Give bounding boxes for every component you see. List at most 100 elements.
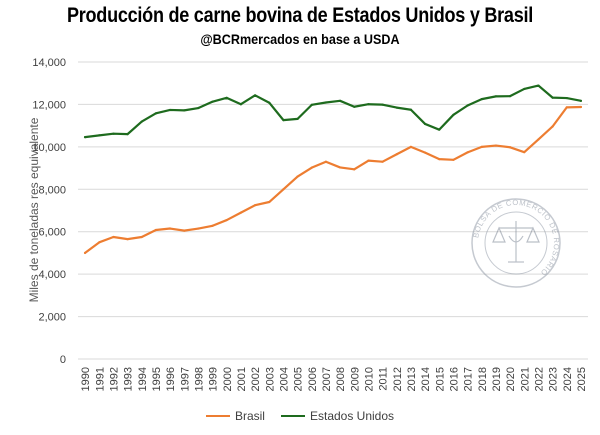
data-point	[183, 109, 186, 112]
y-tick-label: 14,000	[32, 57, 66, 69]
data-point	[268, 200, 271, 204]
data-point	[310, 103, 313, 106]
x-tick-label: 2001	[236, 367, 248, 391]
data-point	[494, 144, 498, 147]
legend-swatch	[280, 414, 305, 418]
x-tick-label: 1991	[94, 367, 106, 391]
data-point	[83, 135, 87, 139]
data-point	[239, 211, 243, 214]
y-tick-label: 6,000	[38, 227, 66, 239]
data-point	[466, 104, 469, 107]
y-tick-label: 2,000	[38, 312, 66, 324]
data-point	[395, 153, 398, 156]
x-tick-label: 1995	[151, 367, 163, 391]
data-point	[423, 151, 427, 154]
data-point	[197, 227, 200, 230]
x-tick-label: 1999	[208, 367, 220, 391]
data-point	[211, 224, 214, 227]
y-tick-label: 4,000	[38, 269, 66, 281]
data-point	[423, 122, 427, 126]
data-point	[154, 112, 158, 115]
x-tick-label: 2010	[363, 367, 375, 391]
series-line-estados-unidos	[83, 84, 583, 139]
data-point	[523, 151, 526, 154]
data-point	[211, 100, 214, 103]
data-point	[395, 106, 398, 109]
data-point	[282, 119, 285, 122]
x-tick-label: 2006	[307, 367, 319, 391]
data-point	[98, 241, 101, 244]
x-tick-label: 2021	[519, 367, 531, 391]
data-point	[579, 99, 583, 102]
x-tick-label: 2013	[406, 367, 418, 391]
data-point	[296, 117, 299, 120]
y-tick-label: 8,000	[38, 184, 66, 196]
chart-subtitle: @BCRmercados en base a USDA	[200, 31, 400, 47]
data-point	[353, 168, 356, 171]
x-tick-label: 2003	[264, 367, 276, 391]
data-point	[225, 218, 228, 222]
data-point	[140, 120, 143, 123]
data-point	[452, 158, 455, 161]
data-point	[494, 95, 498, 98]
data-point	[565, 106, 568, 109]
data-point	[381, 160, 384, 163]
data-point	[452, 113, 455, 116]
data-point	[480, 98, 483, 101]
x-tick-label: 2005	[293, 367, 305, 391]
data-point	[508, 146, 512, 149]
data-point	[480, 145, 483, 148]
data-point	[324, 160, 328, 163]
x-tick-label: 2019	[491, 367, 503, 391]
x-tick-label: 2014	[420, 367, 432, 391]
data-point	[239, 103, 243, 106]
x-tick-label: 2025	[576, 367, 588, 391]
data-point	[268, 101, 271, 104]
x-tick-label: 1992	[108, 367, 120, 391]
data-point	[438, 158, 441, 161]
data-point	[466, 151, 469, 154]
data-point	[253, 94, 257, 97]
x-tick-label: 2009	[349, 367, 361, 391]
data-point	[508, 95, 512, 98]
data-point	[338, 166, 342, 169]
data-point	[537, 138, 540, 141]
chart-title: Producción de carne bovina de Estados Un…	[66, 4, 534, 27]
data-point	[296, 175, 299, 178]
y-tick-label: 12,000	[32, 99, 66, 111]
data-point	[438, 128, 441, 131]
data-point	[126, 133, 129, 136]
data-point	[523, 87, 526, 91]
legend-label: Estados Unidos	[309, 409, 395, 423]
data-point	[537, 84, 540, 87]
data-point	[168, 227, 172, 230]
data-point	[381, 103, 384, 106]
data-point	[409, 108, 413, 111]
y-tick-label: 10,000	[32, 142, 66, 154]
x-tick-label: 2002	[250, 367, 262, 391]
y-tick-label: 0	[60, 354, 66, 366]
data-point	[338, 99, 342, 102]
legend: Brasil Estados Unidos	[0, 405, 600, 427]
x-tick-label: 2011	[378, 367, 390, 391]
data-point	[126, 238, 129, 241]
x-tick-label: 2017	[463, 367, 475, 391]
data-point	[565, 96, 568, 100]
data-point	[579, 105, 583, 109]
data-point	[409, 145, 413, 148]
data-point	[551, 125, 554, 128]
legend-item: Estados Unidos	[280, 409, 395, 423]
data-point	[253, 204, 257, 207]
data-point	[83, 251, 87, 255]
data-point	[310, 166, 313, 169]
data-point	[551, 96, 554, 99]
data-point	[140, 235, 143, 239]
data-point	[353, 105, 356, 108]
data-point	[367, 159, 370, 162]
data-point	[282, 188, 285, 191]
series-line-brasil	[83, 105, 583, 255]
x-tick-label: 2018	[477, 367, 489, 391]
x-tick-label: 2022	[533, 367, 545, 391]
